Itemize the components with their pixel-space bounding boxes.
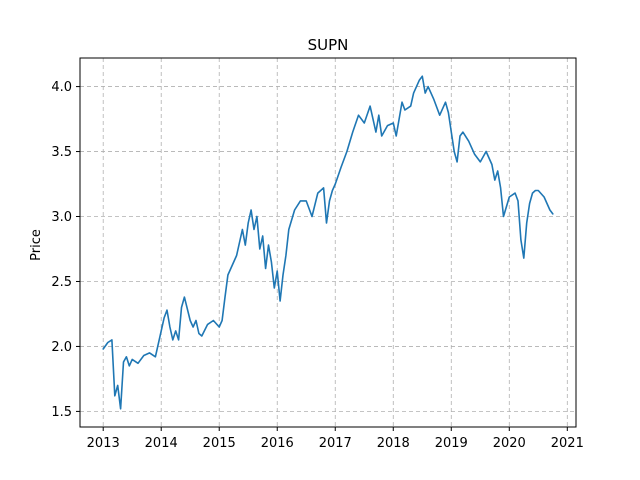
x-tick-label: 2016: [261, 436, 294, 451]
series-layer: [102, 75, 554, 410]
x-axis: 2013 2014 2015 2016 2017 2018 2019 2020 2021: [87, 427, 584, 451]
y-tick-label: 3.5: [51, 145, 72, 160]
x-tick-label: 2021: [551, 436, 584, 451]
y-tick-label: 2.5: [51, 275, 72, 290]
series-line: [102, 75, 554, 410]
y-tick-label: 3.0: [51, 210, 72, 225]
y-axis: 1.5 2.0 2.5 3.0 3.5 4.0: [51, 80, 80, 420]
y-axis-label: Price: [29, 229, 44, 261]
x-tick-label: 2014: [145, 436, 178, 451]
y-tick-label: 2.0: [51, 340, 72, 355]
x-tick-label: 2015: [203, 436, 236, 451]
chart-title: SUPN: [308, 36, 349, 54]
x-tick-label: 2013: [87, 436, 120, 451]
y-tick-label: 4.0: [51, 80, 72, 95]
x-tick-label: 2019: [435, 436, 468, 451]
y-tick-label: 1.5: [51, 405, 72, 420]
x-tick-label: 2017: [319, 436, 352, 451]
x-tick-label: 2018: [377, 436, 410, 451]
x-tick-label: 2020: [493, 436, 526, 451]
plot-area-frame: [79, 57, 577, 428]
